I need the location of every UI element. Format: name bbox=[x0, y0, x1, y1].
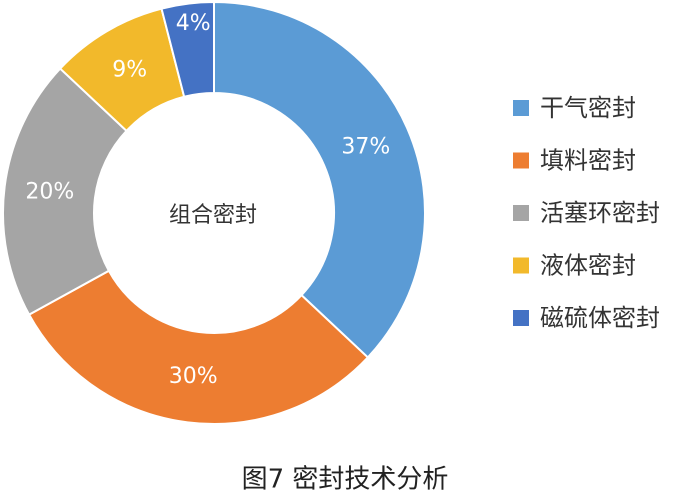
value-label: 30% bbox=[169, 364, 218, 389]
slice bbox=[213, 0, 426, 359]
legend-label: 活塞环密封 bbox=[540, 199, 660, 227]
value-label: 9% bbox=[112, 58, 147, 83]
legend-label: 液体密封 bbox=[540, 252, 636, 280]
value-label: 20% bbox=[25, 179, 74, 204]
center-label: 组合密封 bbox=[169, 203, 257, 228]
slice bbox=[27, 269, 370, 425]
slice bbox=[160, 0, 215, 98]
legend-swatch bbox=[513, 100, 529, 116]
legend-label: 干气密封 bbox=[540, 94, 636, 122]
value-label: 4% bbox=[176, 11, 211, 36]
legend-swatch bbox=[513, 152, 529, 169]
legend-label: 磁硫体密封 bbox=[540, 304, 660, 332]
legend-swatch bbox=[513, 310, 529, 326]
slice bbox=[2, 67, 128, 317]
legend-label: 填料密封 bbox=[540, 147, 636, 175]
chart-title: 图7 密封技术分析 bbox=[242, 465, 449, 495]
value-label: 37% bbox=[341, 134, 390, 159]
legend-swatch bbox=[513, 205, 529, 221]
legend-swatch bbox=[513, 257, 529, 274]
